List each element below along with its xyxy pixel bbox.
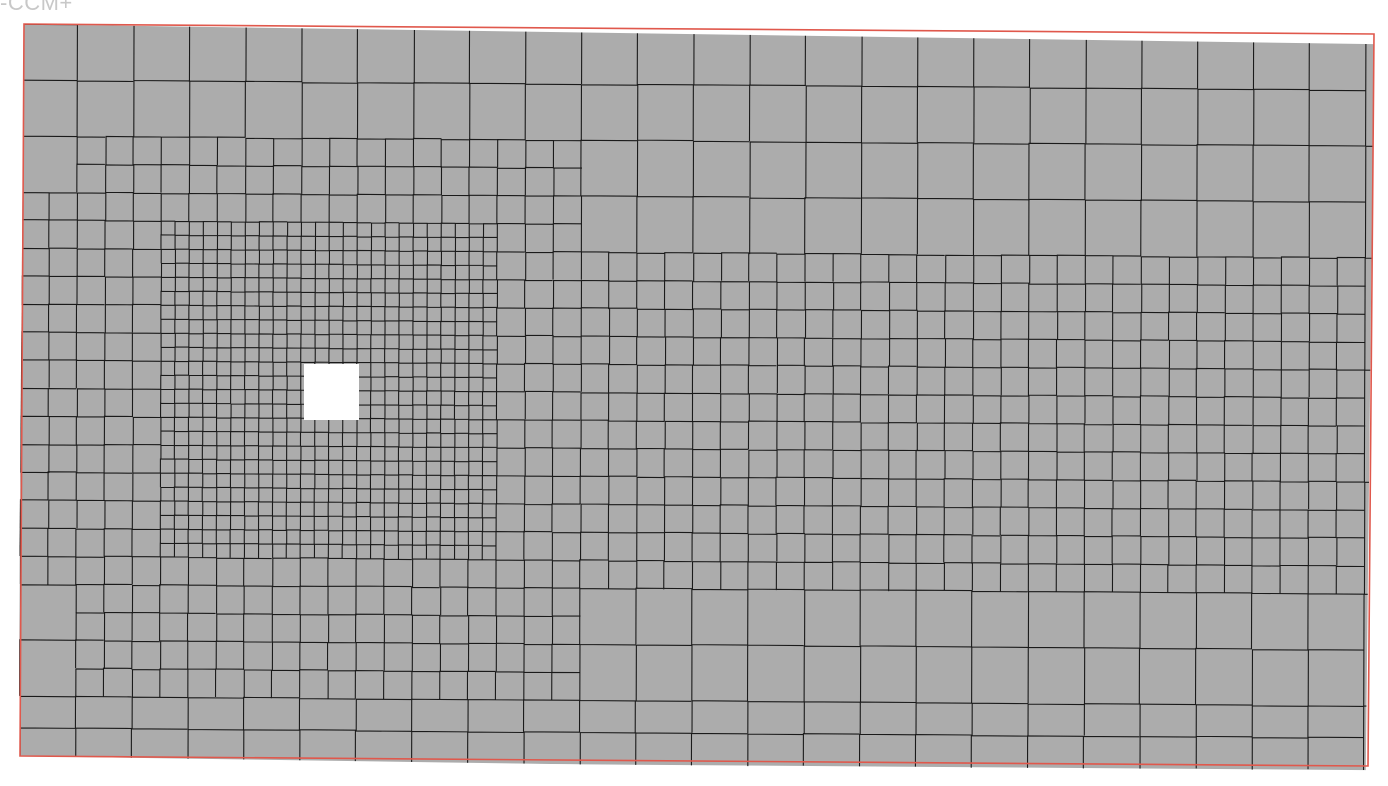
mesh-cells bbox=[19, 24, 1374, 771]
domain-boundary bbox=[19, 23, 1375, 767]
app-title-label: -CCM+ bbox=[0, 0, 73, 15]
mesh-domain bbox=[19, 24, 1374, 771]
cylinder-obstacle bbox=[304, 364, 359, 420]
mesh-background bbox=[19, 24, 1374, 771]
